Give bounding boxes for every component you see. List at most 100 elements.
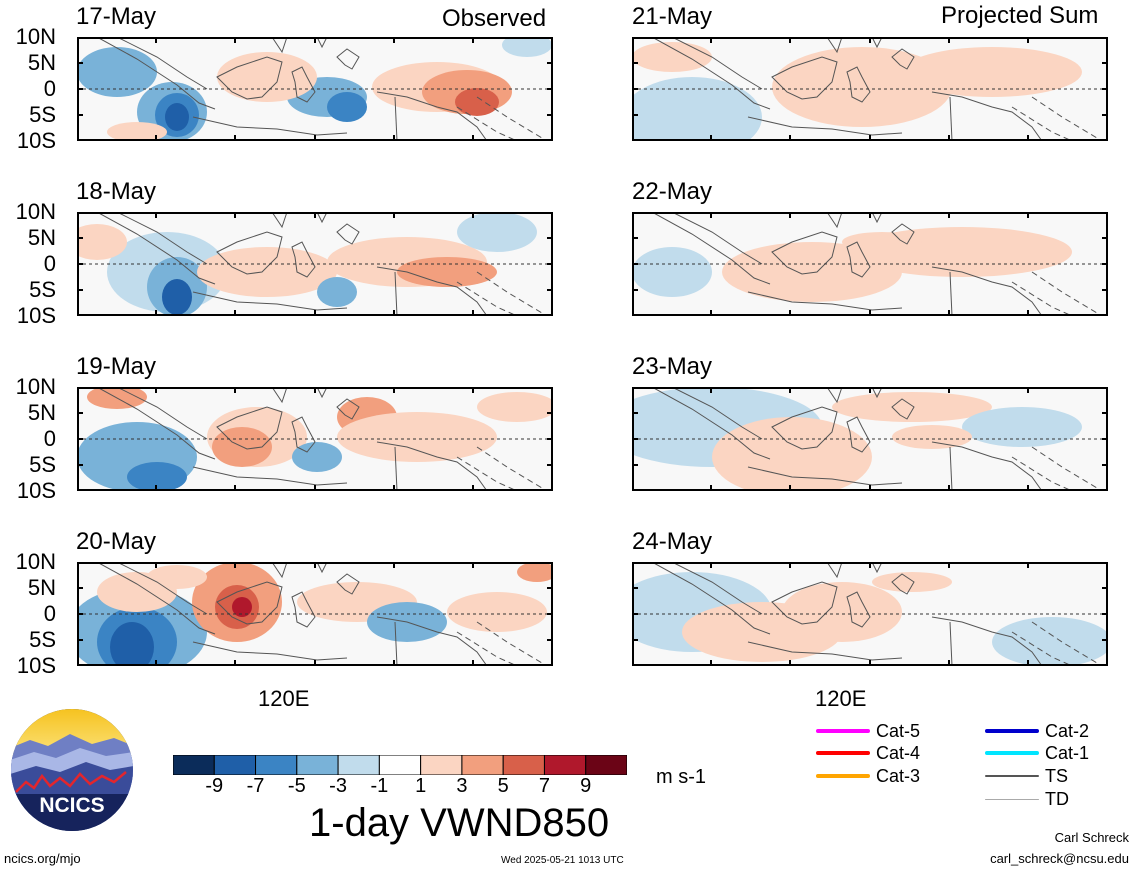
date-label-proj-4: 24-May [632, 528, 713, 555]
wind-anomaly-shading [165, 103, 189, 131]
coastline [846, 66, 871, 103]
projected-header: Projected Sum [941, 2, 1099, 29]
lat-label: 10S [16, 303, 56, 328]
lat-label: 5N [27, 225, 56, 250]
coastline [291, 241, 316, 278]
coastline [671, 37, 763, 90]
lat-label: 10N [15, 549, 56, 574]
coastline [651, 212, 771, 285]
colorbar-swatch [172, 754, 215, 776]
colorbar-tick-label: -9 [205, 775, 224, 797]
date-label-obs-2: 18-May [76, 178, 157, 205]
wind-anomaly-shading [902, 47, 1082, 97]
boundary-line [476, 271, 548, 316]
coastline [291, 416, 316, 453]
date-label-obs-1: 17-May [76, 3, 157, 30]
map-panel-obs-2 [77, 212, 553, 316]
legend-label: Cat-1 [1045, 743, 1090, 763]
wind-anomaly-shading [712, 417, 872, 491]
observed-header: Observed [442, 5, 547, 32]
legend-label: Cat-2 [1045, 721, 1090, 741]
colorbar-tick-label: 3 [456, 775, 468, 797]
lat-label: 5N [27, 400, 56, 425]
wind-anomaly-shading [477, 392, 553, 422]
coastline [891, 223, 915, 245]
coastline [216, 56, 283, 100]
wind-anomaly-shading [317, 277, 357, 307]
wind-anomaly-shading [632, 42, 712, 72]
wind-anomaly-shading [632, 77, 762, 141]
coastline [271, 37, 288, 54]
panel-frame [632, 212, 1108, 316]
boundary-line [1011, 281, 1073, 316]
wind-anomaly-shading [397, 257, 497, 287]
legend-swatch [816, 751, 870, 755]
coastline [671, 562, 763, 615]
coastline [871, 212, 883, 224]
coastline [931, 441, 1043, 491]
wind-anomaly-shading [327, 92, 367, 122]
coastline [891, 398, 915, 420]
boundary-line [456, 106, 518, 141]
colorbar-swatch [255, 754, 298, 776]
colorbar [172, 754, 628, 780]
lat-label: 10N [15, 374, 56, 399]
wind-anomaly-shading [455, 88, 499, 116]
lat-label: 10N [15, 199, 56, 224]
panel-frame [632, 387, 1108, 491]
coastline [216, 231, 283, 275]
coastline [871, 37, 883, 49]
lat-label: 5S [29, 102, 56, 127]
coastline [394, 271, 398, 316]
coastline [771, 581, 838, 625]
legend-label: TD [1045, 789, 1069, 809]
legend-swatch [985, 799, 1039, 800]
wind-anomaly-shading [832, 392, 992, 422]
colorbar-tick-label: 1 [415, 775, 427, 797]
coastline [316, 387, 328, 399]
coastline [376, 91, 488, 141]
wind-anomaly-shading [162, 279, 192, 315]
coastline [931, 266, 1043, 316]
coastline [891, 573, 915, 595]
wind-anomaly-shading [107, 122, 167, 141]
map-panel-proj-1 [632, 37, 1108, 141]
panel-frame [632, 562, 1108, 666]
lat-label: 0 [43, 76, 56, 101]
coastline [931, 616, 1043, 666]
coastline [949, 621, 953, 666]
footer-timestamp: Wed 2025-05-21 1013 UTC [501, 855, 624, 866]
legend-label: Cat-3 [876, 766, 921, 786]
coastline [871, 562, 883, 574]
coastline [931, 91, 1043, 141]
colorbar-swatch [543, 754, 587, 776]
lat-label: 5S [29, 277, 56, 302]
lat-label: 5S [29, 452, 56, 477]
coastline [96, 387, 216, 460]
wind-anomaly-shading [110, 622, 154, 666]
coastline [747, 641, 903, 661]
lat-label: 10N [15, 24, 56, 49]
colorbar-tick-label: -7 [246, 775, 265, 797]
wind-anomaly-shading [457, 212, 537, 252]
map-panel-obs-4 [77, 562, 553, 666]
coastline [949, 446, 953, 491]
coastline [116, 37, 208, 90]
lat-label: 10S [16, 478, 56, 503]
colorbar-swatch [585, 754, 628, 776]
colorbar-tick-label: 9 [580, 775, 592, 797]
coastline [116, 212, 208, 265]
coastline [871, 387, 883, 399]
coastline [846, 591, 871, 628]
wind-anomaly-shading [502, 37, 552, 57]
boundary-line [476, 446, 548, 491]
coastline [671, 212, 763, 265]
lat-label: 10S [16, 653, 56, 678]
colorbar-swatch [420, 754, 463, 776]
coastline [846, 241, 871, 278]
coastline [394, 96, 398, 141]
coastline [216, 581, 283, 625]
date-label-proj-3: 23-May [632, 353, 713, 380]
coastline [271, 212, 288, 229]
coastline [336, 48, 360, 70]
